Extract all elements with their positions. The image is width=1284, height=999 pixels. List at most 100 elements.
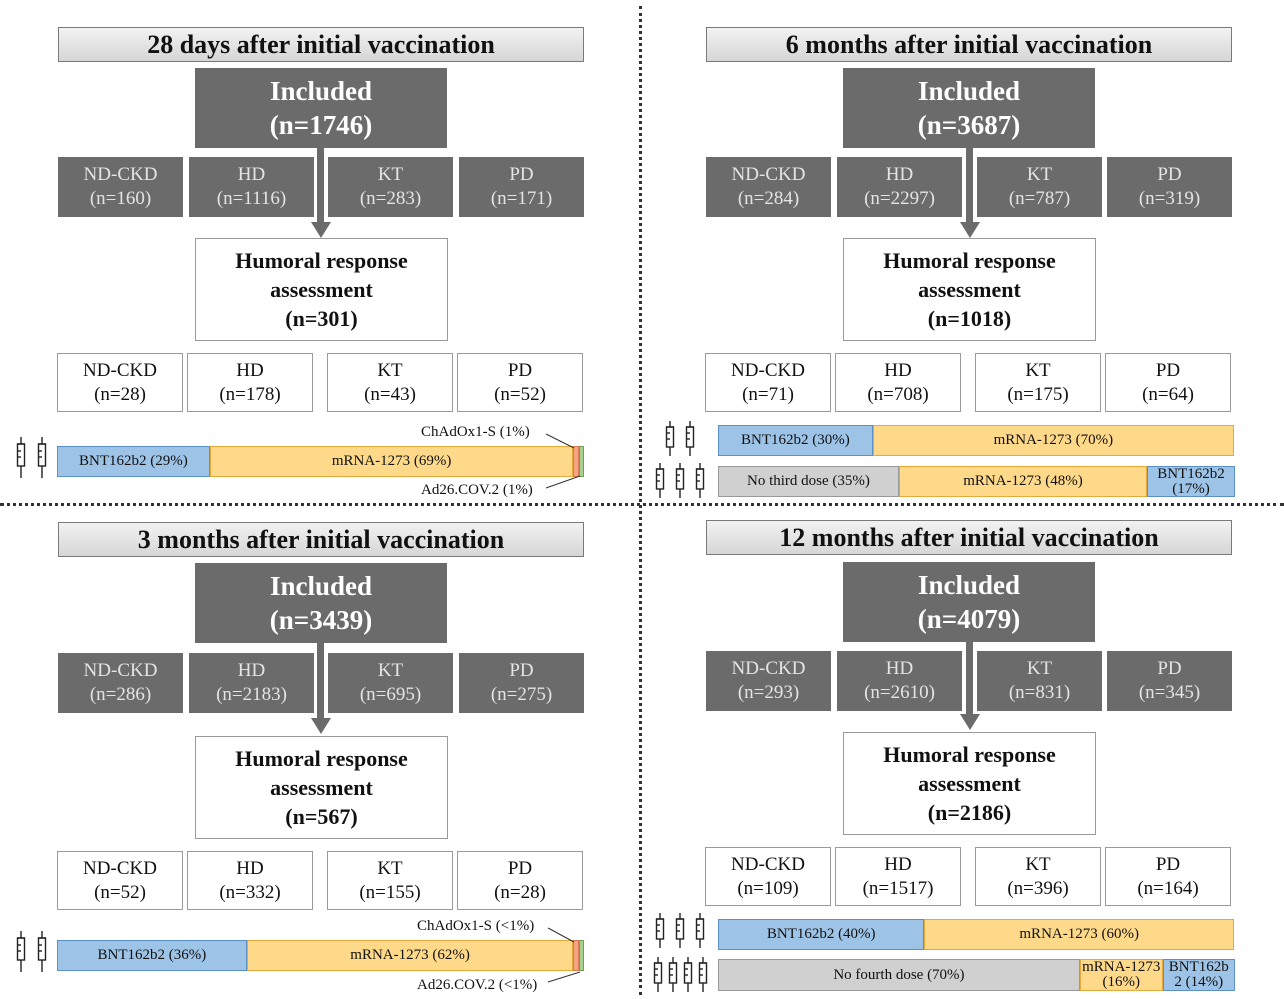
panel-3m-group-kt: KT (n=695) [328,653,453,713]
panel-28d-callout-top: ChAdOx1-S (1%) [421,424,530,440]
panel-6m-humoral-box: Humoral response assessment (n=1018) [843,238,1096,341]
horizontal-divider [0,503,1284,506]
syringe-icon [668,957,678,992]
panel-6m-dose3-bar: No third dose (35%) mRNA-1273 (48%) BNT162… [718,466,1235,497]
syringe-icon [695,913,705,948]
included-count: (n=1746) [269,110,373,140]
panel-28d-dose-icons [12,436,52,485]
panel-28d-vaccine-segment-1: mRNA-1273 (69%) [209,446,574,477]
panel-12m-humoral-box: Humoral response assessment (n=2186) [843,732,1096,835]
panel-3m-callout-lines [547,927,581,983]
panel-3m-vaccine-segment-3 [578,940,584,971]
panel-12m-dose4-segment-1: mRNA-1273 (16%) [1079,959,1163,991]
panel-3m-vaccine-segment-2 [573,940,579,971]
panel-3m-dose-icons [12,930,52,979]
panel-28d-group-kt: KT (n=283) [328,157,453,217]
syringe-icon [655,463,665,498]
panel-6m-dose3-segment-1: mRNA-1273 (48%) [898,466,1148,497]
syringe-icon [675,913,685,948]
panel-6m-dose3-segment-2: BNT162b2 (17%) [1147,466,1235,497]
panel-3m-sub-ndckd: ND-CKD (n=52) [57,851,183,910]
panel-12m-group-kt: KT (n=831) [977,651,1102,711]
panel-6m-group-hd: HD (n=2297) [837,157,962,217]
panel-28d-included-box: Included (n=1746) [195,68,447,148]
panel-3m-group-pd: PD (n=275) [459,653,584,713]
panel-12m-sub-pd: PD (n=164) [1105,847,1231,906]
panel-12m-dose3-segment-1: mRNA-1273 (60%) [924,919,1234,950]
panel-28d-group-ndckd: ND-CKD (n=160) [58,157,183,217]
panel-12m-dose4-segment-2: BNT162b 2 (14%) [1162,959,1235,991]
panel-6m-group-pd: PD (n=319) [1107,157,1232,217]
panel-12m-group-pd: PD (n=345) [1107,651,1232,711]
panel-12m-group-hd: HD (n=2610) [837,651,962,711]
panel-6m-sub-pd: PD (n=64) [1105,353,1231,412]
panel-28d-sub-kt: KT (n=43) [327,353,453,412]
syringe-icon [685,421,695,456]
panel-6m-group-kt: KT (n=787) [977,157,1102,217]
panel-12m-sub-hd: HD (n=1517) [835,847,961,906]
panel-6m-title: 6 months after initial vaccination [706,27,1232,62]
syringe-icon [37,931,47,972]
panel-6m-included-box: Included (n=3687) [843,68,1095,148]
panel-28d-sub-hd: HD (n=178) [187,353,313,412]
panel-3m-group-ndckd: ND-CKD (n=286) [58,653,183,713]
panel-28d-vaccine-bar: BNT162b2 (29%) mRNA-1273 (69%) [57,446,584,477]
panel-3m-callout-bottom: Ad26.COV.2 (<1%) [417,977,538,993]
panel-3m-vaccine-segment-0: BNT162b2 (36%) [57,940,247,971]
panel-3m-sub-pd: PD (n=28) [457,851,583,910]
syringe-icon [695,463,705,498]
panel-3m-arrow-head [311,718,331,734]
panel-3m-sub-hd: HD (n=332) [187,851,313,910]
syringe-icon [653,957,663,992]
panel-28d-vaccine-segment-2 [573,446,579,477]
panel-6m-dose2-bar: BNT162b2 (30%) mRNA-1273 (70%) [718,425,1234,456]
panel-28d-vaccine-segment-0: BNT162b2 (29%) [57,446,210,477]
panel-28d-vaccine-segment-3 [578,446,584,477]
panel-28d-callout-lines [545,433,581,489]
panel-6m-dose3-segment-0: No third dose (35%) [718,466,899,497]
panel-3m-vaccine-bar: BNT162b2 (36%) mRNA-1273 (62%) [57,940,584,971]
panel-6m-sub-kt: KT (n=175) [975,353,1101,412]
panel-6m-group-ndckd: ND-CKD (n=284) [706,157,831,217]
vertical-divider [639,6,642,995]
panel-6m-dose2-segment-0: BNT162b2 (30%) [718,425,873,456]
panel-28d-arrow-shaft [317,148,324,224]
syringe-icon [683,957,693,992]
panel-6m-dose-icons [652,420,718,505]
panel-28d-humoral-box: Humoral response assessment (n=301) [195,238,448,341]
panel-12m-group-ndckd: ND-CKD (n=293) [706,651,831,711]
included-label: Included [269,76,373,106]
panel-12m-dose4-bar: No fourth dose (70%) mRNA-1273 (16%) BNT16… [718,959,1235,991]
panel-6m-dose2-segment-1: mRNA-1273 (70%) [872,425,1234,456]
panel-3m-callout-top: ChAdOx1-S (<1%) [417,918,535,934]
panel-6m-arrow-shaft [966,148,973,224]
syringe-icon [16,437,26,478]
panel-28d-title: 28 days after initial vaccination [58,27,584,62]
syringe-icon [698,957,708,992]
panel-12m-dose3-segment-0: BNT162b2 (40%) [718,919,925,950]
panel-3m-arrow-shaft [317,643,324,720]
panel-12m-sub-kt: KT (n=396) [975,847,1101,906]
panel-28d-sub-ndckd: ND-CKD (n=28) [57,353,183,412]
syringe-icon [37,437,47,478]
panel-12m-arrow-shaft [966,642,973,716]
panel-6m-arrow-head [960,222,980,238]
panel-12m-sub-ndckd: ND-CKD (n=109) [705,847,831,906]
panel-28d-arrow-head [311,222,331,238]
syringe-icon [655,913,665,948]
panel-28d-callout-bottom: Ad26.COV.2 (1%) [421,482,533,498]
panel-12m-title: 12 months after initial vaccination [706,520,1232,555]
panel-3m-sub-kt: KT (n=155) [327,851,453,910]
panel-3m-humoral-box: Humoral response assessment (n=567) [195,736,448,839]
panel-12m-included-box: Included (n=4079) [843,562,1095,642]
panel-28d-sub-pd: PD (n=52) [457,353,583,412]
panel-6m-sub-hd: HD (n=708) [835,353,961,412]
panel-3m-group-hd: HD (n=2183) [189,653,314,713]
panel-12m-arrow-head [960,714,980,730]
panel-12m-dose4-segment-0: No fourth dose (70%) [718,959,1080,991]
syringe-icon [665,421,675,456]
syringe-icon [675,463,685,498]
panel-28d-group-hd: HD (n=1116) [189,157,314,217]
panel-3m-vaccine-segment-1: mRNA-1273 (62%) [246,940,574,971]
panel-6m-sub-ndckd: ND-CKD (n=71) [705,353,831,412]
